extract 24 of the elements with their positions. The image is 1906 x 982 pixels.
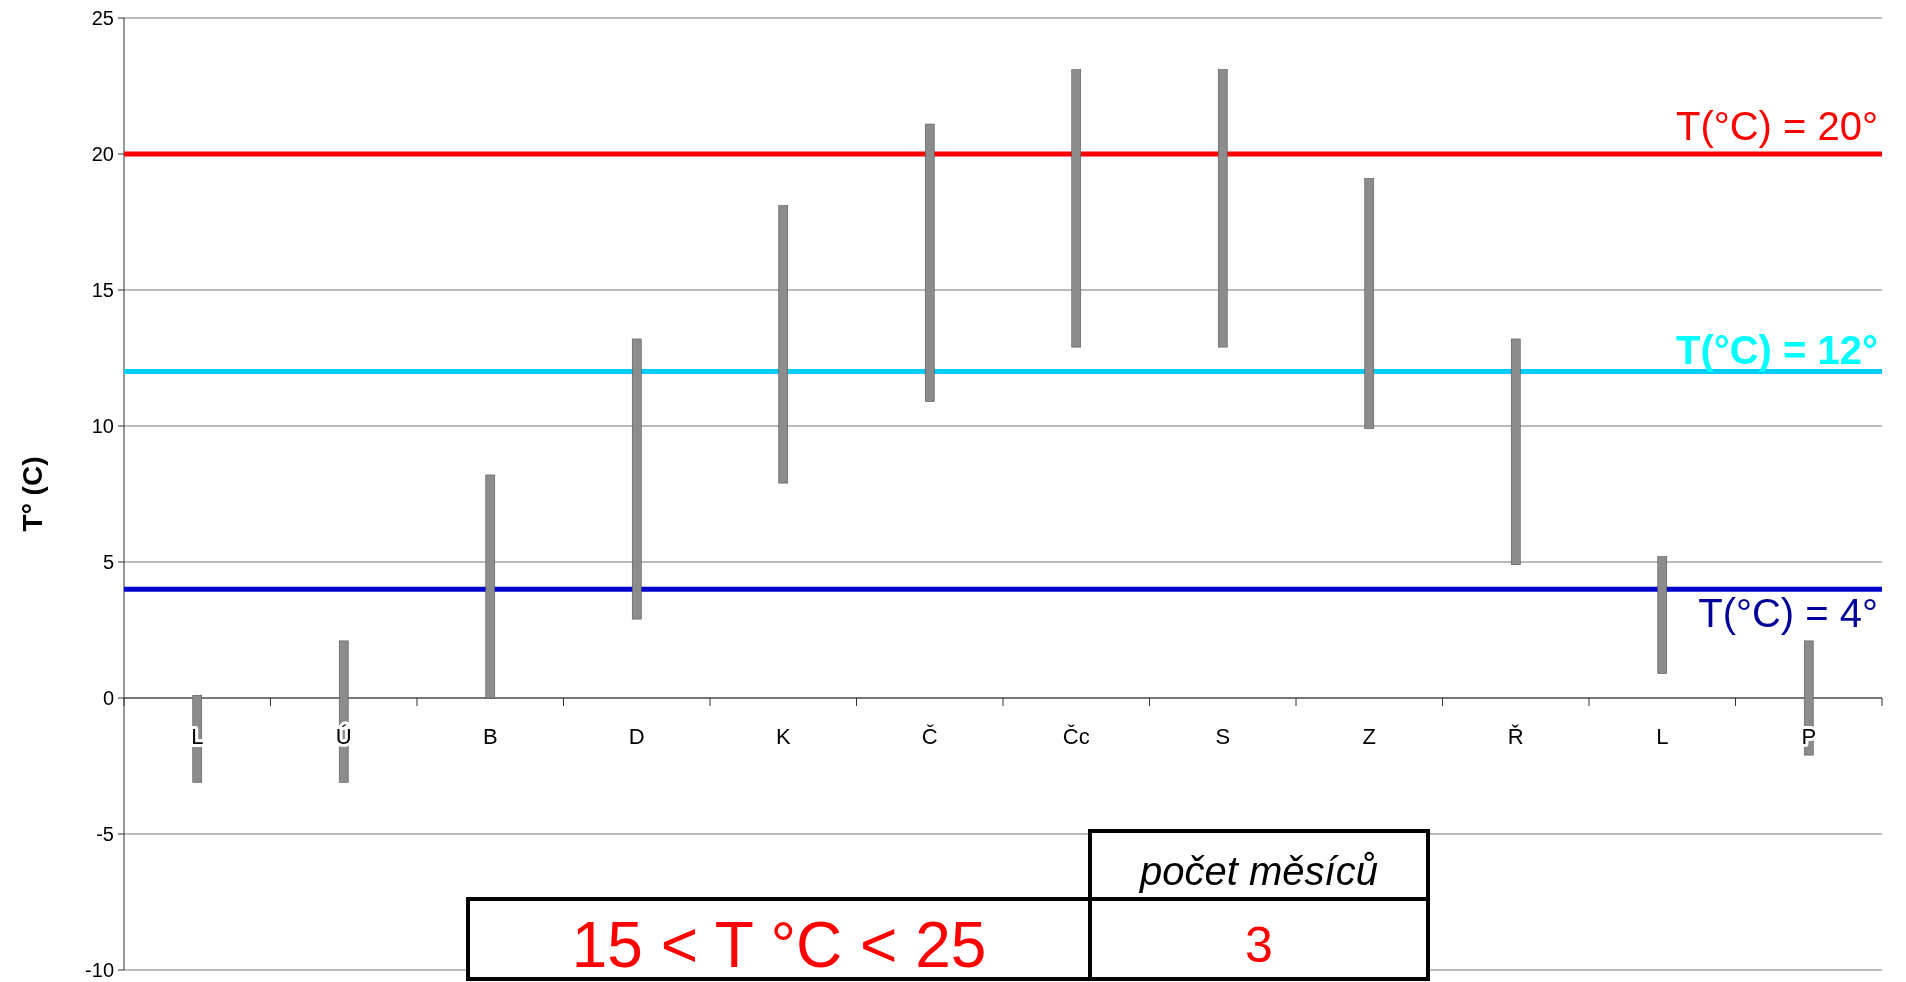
y-tick-label: 25: [91, 7, 114, 29]
y-tick-label: 10: [91, 415, 114, 437]
x-tick-label: Č: [921, 724, 938, 749]
annotation: počet měsíců: [1139, 849, 1378, 893]
y-tick-label: 20: [91, 143, 114, 165]
y-tick-label: 5: [102, 551, 114, 573]
x-tick-label: Čc: [1062, 724, 1090, 749]
annotation: 3: [1245, 917, 1273, 973]
y-tick-label: -5: [96, 823, 114, 845]
x-tick-label: D: [628, 724, 645, 749]
x-tick-label: Ř: [1507, 724, 1524, 749]
ref-line-label: T(°C) = 4°: [1698, 591, 1878, 636]
x-tick-label: K: [775, 724, 791, 749]
y-axis-title: T° (C): [17, 456, 48, 532]
x-tick-label: Z: [1362, 724, 1376, 749]
x-tick-label: S: [1215, 724, 1231, 749]
ref-line-label: T(°C) = 12°: [1675, 327, 1878, 372]
y-tick-label: -10: [85, 959, 114, 981]
y-tick-label: 0: [102, 687, 114, 709]
x-tick-label: L: [1656, 724, 1669, 749]
annotation: 15 < T °C < 25: [571, 909, 987, 981]
x-tick-label: B: [482, 724, 498, 749]
ref-line-label: T(°C) = 20°: [1675, 104, 1878, 148]
y-tick-label: 15: [91, 279, 114, 301]
